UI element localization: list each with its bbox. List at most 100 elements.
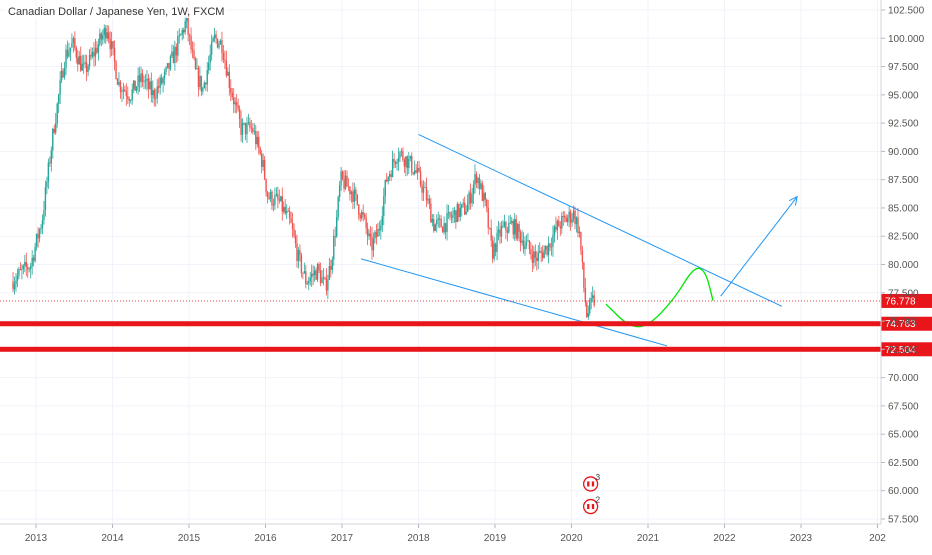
candle-body (503, 222, 506, 227)
candle-body (443, 223, 445, 233)
candle-body (50, 150, 52, 164)
candle-body (90, 54, 92, 57)
candle-body (561, 215, 563, 229)
candle-body (386, 179, 388, 182)
y-tick-label: 102.500 (888, 6, 925, 17)
candle-body (191, 49, 194, 51)
event-flag-icon[interactable]: 2 (582, 496, 601, 515)
candle-body (105, 28, 107, 39)
candle-body (528, 240, 531, 250)
candle-body (246, 123, 248, 135)
events[interactable]: 32 (582, 473, 601, 515)
candle-body (553, 226, 556, 236)
candle-body (356, 194, 358, 205)
candle-body (156, 86, 158, 99)
candle-body (219, 40, 222, 45)
candle-body (343, 178, 345, 189)
candle-body (575, 217, 578, 225)
candle-body (13, 284, 16, 290)
candle-body (183, 29, 185, 33)
candle-body (294, 236, 297, 244)
y-tick-label: 57.500 (888, 515, 919, 526)
candle-body (150, 81, 153, 96)
candle-body (499, 229, 501, 237)
candle-body (564, 215, 566, 218)
candle-body (269, 191, 272, 199)
projection-curve[interactable] (605, 267, 714, 328)
upper-trendline[interactable] (418, 133, 783, 307)
candle-body (293, 229, 295, 237)
candle-body (297, 250, 300, 261)
candle-body (341, 171, 344, 179)
candle-body (458, 203, 460, 218)
candle-body (355, 189, 357, 195)
candle-body (253, 131, 256, 132)
candle-body (78, 56, 80, 65)
candle-body (241, 123, 244, 135)
candle-body (171, 51, 173, 57)
candle-body (222, 52, 225, 60)
candle-body (285, 211, 288, 214)
candle-body (237, 105, 239, 109)
candle-body (449, 212, 451, 217)
candle-body (380, 225, 382, 231)
candle-body (155, 98, 157, 99)
candle-body (321, 277, 323, 284)
candle-body (306, 283, 308, 285)
candle-body (234, 102, 236, 105)
candle-body (228, 71, 231, 88)
event-flag-icon[interactable]: 3 (582, 473, 601, 492)
candle-body (408, 158, 410, 169)
y-tick-label: 82.500 (888, 232, 919, 243)
candle-body (22, 265, 25, 270)
candle-body (366, 228, 369, 237)
candle-body (224, 59, 226, 61)
price-axis[interactable]: 102.500 100.000 97.500 95.000 92.500 90.000 87… (880, 0, 925, 526)
candle-body (227, 71, 229, 76)
candle-body (12, 281, 14, 290)
candle-body (358, 204, 360, 216)
candle-body (539, 251, 541, 253)
y-tick-label: 72.500 (888, 345, 919, 356)
candle-body (287, 211, 289, 212)
candle-body (543, 249, 545, 259)
level-price-tag (881, 316, 932, 331)
candle-body (569, 211, 572, 223)
support-level-line[interactable] (0, 321, 881, 327)
candle-body (27, 267, 29, 270)
time-axis[interactable]: 2013 2014 2015 2016 2017 2018 2019 2020 2021 2022… (0, 523, 886, 544)
candle-body (512, 221, 514, 235)
candle-body (406, 156, 409, 169)
candle-body (256, 136, 258, 145)
drawings (360, 133, 798, 347)
x-tick-label: 2019 (484, 533, 507, 544)
candle-body (40, 227, 42, 230)
candle-body (166, 62, 169, 68)
candle-body (469, 192, 472, 204)
candle-body (262, 160, 264, 167)
candle-body (288, 211, 291, 219)
lower-trendline[interactable] (360, 258, 668, 347)
candle-body (400, 151, 403, 153)
candle-body (165, 67, 167, 73)
candle-body (277, 194, 279, 200)
candle-body (213, 34, 216, 39)
candle-body (327, 279, 329, 291)
candle-body (436, 220, 438, 225)
projection-arrow[interactable] (720, 196, 798, 297)
candle-body (463, 202, 466, 215)
candle-body (497, 229, 500, 233)
level-price-tag (881, 342, 932, 357)
candle-body (586, 302, 588, 317)
y-tick-label: 67.500 (888, 401, 919, 412)
candle-body (266, 191, 269, 198)
candle-body (391, 158, 394, 177)
candle-body (444, 223, 447, 233)
candle-body (547, 243, 550, 255)
candle-body (210, 41, 213, 55)
candle-body (431, 218, 434, 223)
candle-body (402, 151, 404, 160)
support-level-line[interactable] (0, 346, 881, 352)
